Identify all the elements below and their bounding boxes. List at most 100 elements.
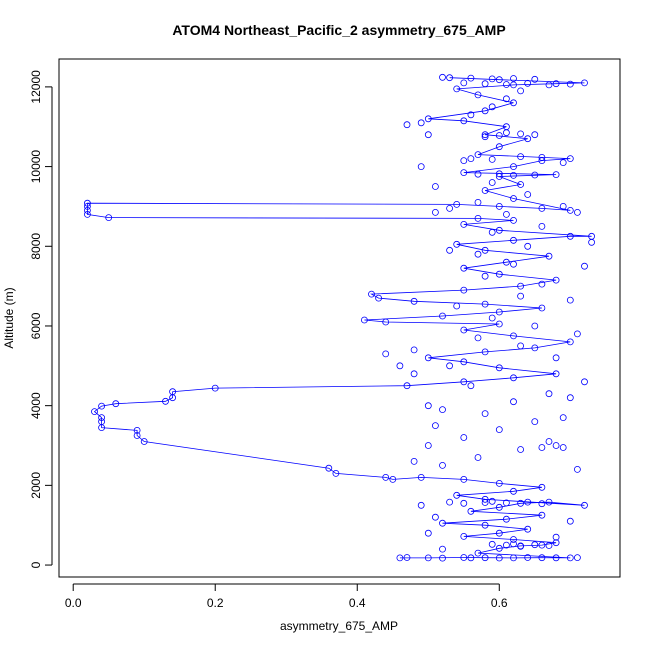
y-tick-label: 8000 [29, 233, 43, 260]
data-point [495, 308, 503, 316]
data-point [531, 344, 539, 352]
data-point [460, 220, 468, 228]
data-point [488, 314, 496, 322]
data-point [502, 541, 510, 549]
data-point [510, 540, 517, 548]
data-point [481, 300, 489, 308]
data-point [481, 187, 489, 194]
y-tick-label: 6000 [29, 312, 43, 339]
data-point [510, 75, 517, 82]
y-tick-label: 10000 [29, 150, 43, 184]
data-point [495, 529, 503, 537]
data-point [495, 479, 503, 487]
data-point [581, 378, 588, 386]
data-point [552, 533, 560, 541]
data-point [410, 370, 418, 378]
data-point [417, 119, 425, 127]
data-point [538, 204, 546, 212]
data-point [467, 74, 475, 82]
data-point [545, 438, 553, 445]
data-point [481, 410, 489, 418]
data-point [389, 475, 397, 483]
y-tick-label: 2000 [29, 472, 43, 499]
data-point [538, 511, 546, 519]
data-point [566, 517, 574, 525]
data-point [538, 541, 546, 549]
data-point [495, 364, 503, 372]
data-point [517, 87, 524, 95]
y-tick-label: 0 [29, 561, 43, 568]
data-point [510, 374, 517, 382]
x-tick-label: 0.2 [207, 596, 224, 610]
data-point [368, 290, 375, 298]
data-point [403, 121, 411, 129]
data-point [453, 200, 461, 208]
data-point [517, 542, 524, 550]
data-point [439, 554, 446, 562]
data-point [495, 226, 503, 234]
data-point [517, 446, 524, 453]
data-point [510, 554, 517, 562]
data-point [460, 533, 468, 540]
data-point [481, 133, 489, 141]
data-point [559, 444, 567, 451]
data-point [169, 388, 177, 396]
data-point [488, 228, 496, 236]
data-point [410, 457, 418, 465]
data-point [502, 129, 510, 137]
data-point [453, 302, 461, 310]
data-point [460, 157, 468, 165]
data-point [495, 76, 503, 84]
data-point [439, 312, 446, 320]
data-point [574, 330, 581, 338]
data-point [531, 541, 539, 549]
data-point [495, 143, 503, 151]
data-point [524, 191, 532, 198]
data-point [431, 422, 439, 430]
data-point [481, 521, 489, 529]
data-point [439, 406, 446, 414]
data-point [424, 554, 432, 562]
series-line [87, 77, 592, 559]
data-point [467, 507, 475, 515]
data-point [566, 296, 574, 304]
data-point [98, 402, 105, 410]
data-point [502, 515, 510, 523]
data-point [474, 334, 482, 342]
data-point [552, 171, 560, 179]
data-point [517, 153, 524, 161]
data-point [162, 397, 169, 405]
data-point [566, 554, 574, 562]
data-point [439, 519, 446, 527]
data-point [460, 358, 468, 366]
data-point [538, 222, 546, 230]
data-point [481, 107, 489, 115]
data-point [531, 418, 539, 426]
data-point [552, 80, 560, 88]
data-point [502, 210, 510, 218]
data-point [488, 497, 496, 505]
data-point [460, 79, 468, 87]
data-point [446, 204, 454, 212]
data-point [488, 75, 496, 83]
y-tick-label: 4000 [29, 392, 43, 419]
data-point [517, 499, 524, 507]
data-point [474, 91, 482, 99]
data-point [467, 111, 475, 119]
data-point [439, 545, 446, 553]
data-point [360, 316, 368, 324]
data-point [510, 332, 517, 340]
data-point [332, 469, 340, 477]
data-point [467, 382, 475, 390]
data-point [382, 318, 390, 326]
data-point [481, 131, 489, 139]
data-point [510, 171, 517, 179]
data-point [424, 442, 432, 449]
data-point [439, 73, 446, 81]
data-point [325, 464, 333, 472]
data-point [581, 501, 588, 509]
data-point [524, 525, 532, 533]
data-point [510, 99, 517, 107]
data-point [566, 232, 574, 240]
data-point [510, 260, 517, 268]
